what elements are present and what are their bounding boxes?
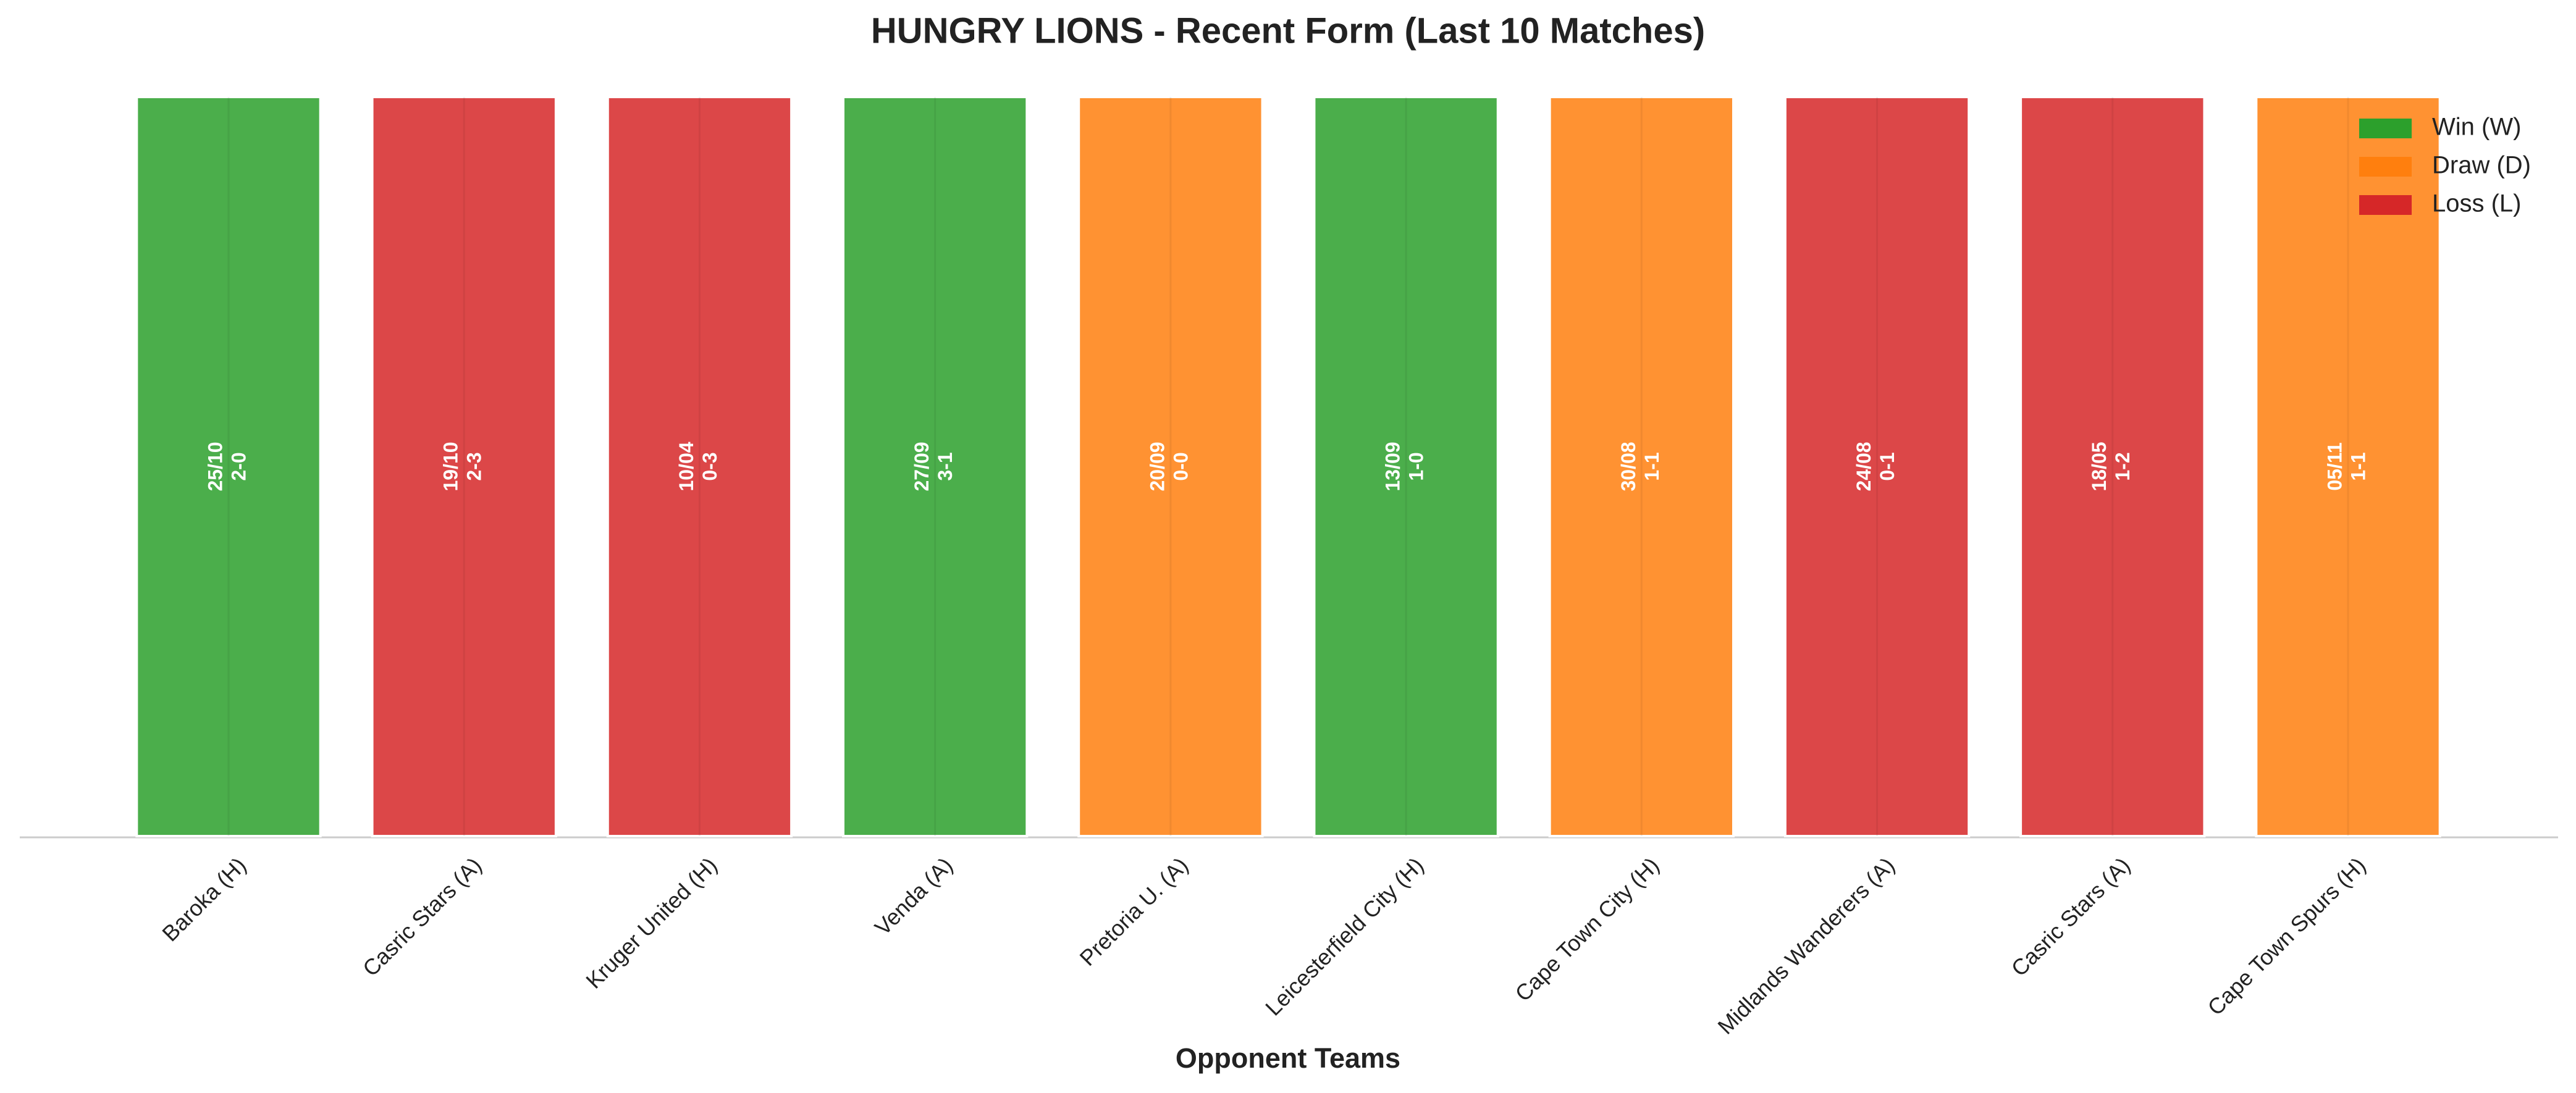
bar-label: 24/08 0-1	[1853, 442, 1898, 491]
x-tick-label: Pretoria U. (A)	[1075, 852, 1193, 971]
bar	[841, 96, 1029, 837]
bar	[135, 96, 322, 837]
match-score: 1-1	[1641, 452, 1663, 480]
legend-label: Win (W)	[2432, 114, 2521, 141]
x-tick-label: Leicesterfield City (H)	[1260, 852, 1428, 1020]
match-score: 0-1	[1876, 452, 1898, 480]
bar-label: 19/10 2-3	[440, 442, 486, 491]
legend-label: Loss (L)	[2432, 190, 2522, 217]
legend-swatch	[2359, 157, 2412, 177]
match-date: 20/09	[1146, 442, 1168, 491]
match-date: 24/08	[1853, 442, 1875, 491]
match-score: 2-0	[227, 452, 250, 480]
legend-swatch	[2359, 195, 2412, 215]
bar-label: 05/11 1-1	[2323, 442, 2369, 490]
match-date: 18/05	[2088, 442, 2110, 491]
bar	[1077, 96, 1264, 837]
x-tick-label: Cape Town Spurs (H)	[2202, 852, 2370, 1020]
chart-title: HUNGRY LIONS - Recent Form (Last 10 Matc…	[871, 10, 1705, 51]
bar-label: 20/09 0-0	[1146, 442, 1192, 491]
bar-label: 13/09 1-0	[1382, 442, 1428, 491]
legend-label: Draw (D)	[2432, 152, 2531, 179]
match-date: 13/09	[1382, 442, 1404, 491]
match-date: 05/11	[2323, 442, 2346, 490]
x-tick-label: Casric Stars (A)	[2006, 852, 2135, 981]
x-tick-label: Midlands Wanderers (A)	[1712, 852, 1899, 1039]
x-axis-label: Opponent Teams	[1176, 1042, 1400, 1074]
x-tick-label: Venda (A)	[870, 852, 958, 940]
bar-label: 10/04 0-3	[675, 442, 721, 491]
match-date: 10/04	[675, 442, 697, 491]
bar-label: 30/08 1-1	[1617, 442, 1663, 491]
x-tick-label: Kruger United (H)	[581, 852, 722, 993]
match-score: 1-0	[1405, 452, 1428, 480]
bar-label: 18/05 1-2	[2088, 442, 2134, 491]
match-score: 1-2	[2111, 452, 2134, 480]
match-score: 3-1	[934, 452, 956, 480]
bar	[1783, 96, 1971, 837]
x-tick-label: Cape Town City (H)	[1510, 852, 1664, 1006]
legend-swatch	[2359, 119, 2412, 138]
bar	[371, 96, 557, 837]
x-tick-label: Baroka (H)	[157, 852, 251, 946]
match-score: 1-1	[2347, 452, 2369, 480]
match-date: 27/09	[911, 442, 933, 491]
match-score: 2-3	[463, 452, 486, 480]
bar-label: 27/09 3-1	[911, 442, 956, 491]
bar-label: 25/10 2-0	[204, 442, 250, 491]
bar	[1313, 96, 1499, 837]
x-tick-label: Casric Stars (A)	[358, 852, 487, 981]
match-score: 0-0	[1169, 452, 1192, 480]
bar	[2255, 96, 2441, 837]
match-score: 0-3	[699, 452, 721, 480]
bar	[606, 96, 793, 837]
bar	[1548, 96, 1735, 837]
match-date: 19/10	[440, 442, 462, 491]
match-date: 25/10	[204, 442, 226, 491]
bar	[2019, 96, 2206, 837]
match-date: 30/08	[1617, 442, 1639, 491]
